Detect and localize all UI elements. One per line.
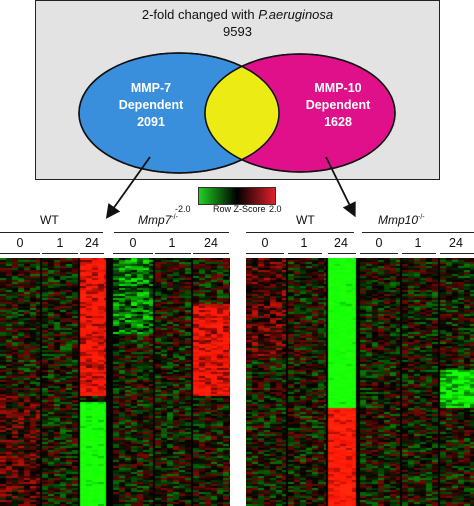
left-seg-3 <box>80 253 104 254</box>
heatmap_right-timepoint-4: 1 <box>414 236 422 250</box>
left-group2-sup: -/- <box>171 214 178 221</box>
heatmap_right-timepoint-0: 0 <box>261 236 269 250</box>
venn-header-text: 2-fold changed with <box>141 7 259 22</box>
mmp10-set-name: MMP-10 <box>314 81 362 95</box>
heatmap_left-timepoint-1: 1 <box>56 236 64 250</box>
left-seg-2 <box>42 253 78 254</box>
venn-header-species: P.aeruginosa <box>258 7 334 22</box>
heatmap_left-timepoint-5: 24 <box>204 236 218 250</box>
right-group2-sup: -/- <box>418 214 425 221</box>
mmp7-set-count: 2091 <box>137 115 165 129</box>
left-group2-label: Mmp7-/- <box>138 213 178 227</box>
heatmap_left-timepoint-2: 24 <box>85 236 99 250</box>
heatmap_left-timepoint-3: 0 <box>129 236 137 250</box>
left-group1-label: WT <box>40 213 59 227</box>
right-group2-gene: Mmp10 <box>378 213 419 227</box>
left-bracket-wt <box>0 232 103 233</box>
mmp10-set-dependent: Dependent <box>305 98 371 112</box>
overlap-region <box>205 54 279 172</box>
heatmap_right-timepoint-3: 0 <box>375 236 383 250</box>
left-group2-gene: Mmp7 <box>138 213 172 227</box>
right-group2-label: Mmp10-/- <box>378 213 425 227</box>
left-seg-5 <box>155 253 191 254</box>
left-seg-1 <box>0 253 40 254</box>
heatmap-mmp7 <box>0 258 230 506</box>
arrow-right <box>325 156 356 218</box>
left-seg-6 <box>193 253 229 254</box>
right-seg-6 <box>440 253 474 254</box>
right-seg-3 <box>328 253 356 254</box>
mmp10-set-count: 1628 <box>324 115 352 129</box>
heatmap_left-timepoint-0: 0 <box>16 236 24 250</box>
legend-max: 2.0 <box>269 204 282 214</box>
mmp10-set-label: MMP-10 Dependent 1628 <box>288 80 388 131</box>
arrow-left <box>105 156 151 219</box>
mmp7-set-label: MMP-7 Dependent 2091 <box>101 80 201 131</box>
venn-diagram-panel: 2-fold changed with P.aeruginosa 9593 MM… <box>35 0 440 180</box>
mmp7-set-dependent: Dependent <box>118 98 184 112</box>
mmp7-set-name: MMP-7 <box>130 81 172 95</box>
venn-total: 9593 <box>223 24 252 39</box>
right-seg-4 <box>360 253 398 254</box>
left-seg-4 <box>113 253 153 254</box>
left-bracket-ko <box>114 232 229 233</box>
heatmap-mmp10 <box>246 258 474 506</box>
legend-label: Row Z-Score <box>213 204 266 214</box>
mmp7-set-outline <box>78 52 280 174</box>
right-seg-5 <box>402 253 436 254</box>
right-seg-1 <box>246 253 284 254</box>
heatmap_left-timepoint-4: 1 <box>168 236 176 250</box>
heatmap_right-timepoint-1: 1 <box>300 236 308 250</box>
color-scale-bar <box>198 187 276 205</box>
right-seg-2 <box>288 253 322 254</box>
right-bracket-wt <box>246 232 354 233</box>
arrows <box>105 156 356 219</box>
legend-min: -2.0 <box>175 204 191 214</box>
venn-header: 2-fold changed with P.aeruginosa <box>36 7 439 22</box>
mmp10-set-outline <box>204 53 396 173</box>
right-bracket-ko <box>362 232 474 233</box>
venn-circles <box>78 52 396 174</box>
right-group1-label: WT <box>296 213 315 227</box>
heatmap_right-timepoint-2: 24 <box>334 236 348 250</box>
heatmap_right-timepoint-5: 24 <box>449 236 463 250</box>
